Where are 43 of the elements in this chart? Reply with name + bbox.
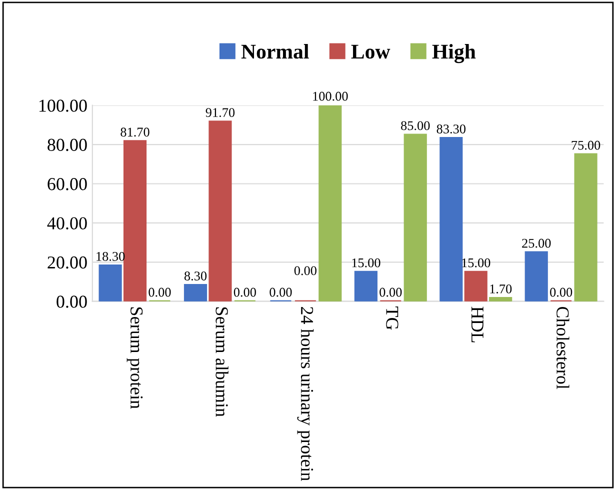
data-label: 85.00 <box>401 121 430 130</box>
bar <box>318 105 342 302</box>
data-label: 1.70 <box>490 284 512 294</box>
data-label: 100.00 <box>313 92 348 101</box>
bar <box>464 270 488 302</box>
bar <box>489 296 512 302</box>
bar <box>184 284 208 302</box>
data-label: 0.00 <box>270 288 292 297</box>
data-label: 0.00 <box>294 266 316 276</box>
legend-label: Normal <box>241 44 309 59</box>
data-label: 81.70 <box>120 128 150 137</box>
y-tick-label: 0.00 <box>56 296 87 308</box>
x-tick-label: HDL <box>471 306 484 342</box>
data-label: 25.00 <box>522 238 551 248</box>
bar <box>440 137 463 302</box>
data-label: 0.00 <box>148 288 171 297</box>
y-tick-label: 100.00 <box>39 100 87 112</box>
bar <box>404 134 427 302</box>
x-tick-label: Serum protein <box>126 307 143 409</box>
data-label: 0.00 <box>380 288 402 297</box>
y-tick-label: 40.00 <box>47 217 87 230</box>
x-tick-label: Serum albumin <box>216 307 228 417</box>
bar <box>574 153 598 302</box>
bar <box>98 264 122 302</box>
x-tick-label: Cholesterol <box>556 306 570 390</box>
data-label: 83.30 <box>436 124 466 134</box>
legend-label: High <box>432 44 476 64</box>
x-tick-label: TG <box>386 306 398 330</box>
y-tick-label: 80.00 <box>48 138 87 152</box>
data-label: 8.30 <box>184 272 207 280</box>
data-label: 0.00 <box>550 288 572 297</box>
data-label: 75.00 <box>572 140 600 150</box>
bar <box>208 120 232 302</box>
bar <box>123 140 147 302</box>
data-label: 0.00 <box>234 288 256 297</box>
legend-label: Low <box>351 44 390 59</box>
data-label: 15.00 <box>352 258 380 268</box>
data-label: 91.70 <box>206 108 235 118</box>
bar <box>354 270 378 302</box>
y-tick-label: 60.00 <box>48 178 87 190</box>
x-tick-label: 24 hours urinary protein <box>297 307 314 481</box>
y-tick-label: 20.00 <box>48 256 87 269</box>
bar <box>524 251 548 302</box>
